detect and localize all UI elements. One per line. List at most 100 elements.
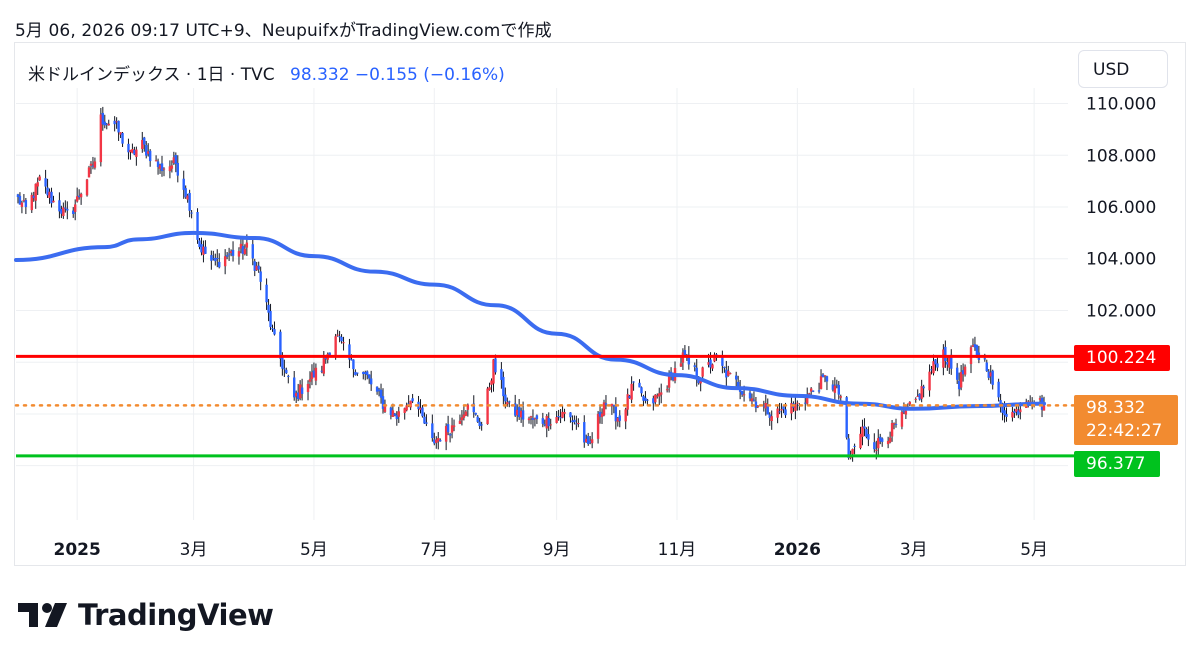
candle-up	[780, 409, 783, 411]
candle-down	[957, 380, 961, 390]
candle-down	[587, 436, 590, 445]
candle-up	[877, 438, 880, 449]
candle-up	[679, 363, 683, 367]
candle-down	[863, 426, 866, 429]
candle-down	[50, 191, 53, 204]
candle-down	[393, 413, 397, 416]
candle-down	[762, 405, 766, 407]
candle-down	[944, 346, 947, 362]
candle-up	[527, 418, 531, 421]
candle-up	[444, 426, 448, 442]
candle-down	[160, 163, 164, 172]
candle-down	[66, 208, 69, 211]
candle-up	[713, 354, 716, 362]
candle-down	[216, 257, 219, 259]
candle-up	[711, 364, 714, 369]
candle-up	[223, 256, 227, 267]
candle-down	[16, 194, 20, 198]
candle-down	[283, 368, 286, 370]
candle-up	[310, 372, 314, 379]
candle-down	[573, 419, 576, 423]
candle-down	[865, 429, 868, 437]
candle-down	[494, 358, 497, 373]
tradingview-logo[interactable]: TradingView	[18, 598, 274, 632]
candle-up	[914, 398, 917, 400]
candle-down	[936, 363, 939, 368]
candle-up	[859, 433, 862, 449]
x-tick-label: 5月	[1020, 540, 1048, 560]
x-tick-label: 5月	[300, 540, 328, 560]
candle-up	[900, 411, 904, 427]
candle-up	[202, 246, 205, 255]
candle-down	[44, 178, 47, 187]
candle-down	[91, 165, 95, 167]
candle-up	[809, 388, 813, 392]
candle-up	[308, 379, 312, 382]
candle-down	[961, 370, 965, 375]
candle-down	[281, 357, 284, 369]
candle-up	[823, 375, 827, 377]
candle-down	[618, 415, 621, 421]
candle-down	[478, 421, 481, 427]
candle-up	[435, 439, 438, 443]
candle-up	[1042, 405, 1046, 411]
candle-up	[861, 426, 864, 437]
x-axis-labels: 2025 3月 5月 7月 9月 11月 2026 3月 5月	[54, 540, 1049, 560]
candle-up	[409, 400, 412, 408]
candle-up	[658, 393, 661, 397]
candle-down	[517, 407, 521, 418]
candle-down	[644, 397, 647, 401]
support-price-tag: 96.377	[1074, 451, 1160, 477]
candle-up	[904, 410, 908, 415]
candle-up	[52, 200, 55, 203]
candle-down	[946, 361, 949, 365]
candle-up	[172, 157, 176, 163]
candle-up	[488, 387, 491, 390]
candle-up	[764, 402, 767, 409]
candle-up	[555, 416, 558, 423]
candle-up	[1038, 398, 1042, 400]
candle-down	[985, 362, 988, 372]
candle-up	[237, 251, 241, 257]
candle-up	[342, 342, 345, 344]
moving-average-line	[14, 230, 1046, 411]
candle-down	[725, 369, 728, 378]
candle-down	[575, 423, 578, 425]
candle-up	[590, 439, 594, 444]
candle-up	[131, 148, 134, 154]
candle-up	[600, 413, 604, 417]
candle-up	[928, 371, 931, 391]
candle-down	[188, 192, 191, 211]
candle-down	[902, 411, 906, 413]
candle-down	[642, 396, 645, 401]
candle-up	[154, 160, 158, 162]
candle-up	[654, 394, 657, 403]
candle-down	[72, 210, 75, 215]
candle-up	[630, 383, 633, 400]
grid-lines	[16, 88, 1068, 520]
candle-up	[462, 414, 466, 418]
candle-down	[514, 403, 517, 416]
candle-down	[60, 209, 63, 214]
candle-down	[407, 403, 410, 405]
candle-down	[204, 246, 207, 254]
candle-down	[176, 162, 179, 176]
last-price-tag: 98.332 22:42:27	[1074, 395, 1178, 445]
candle-down	[58, 200, 61, 212]
candle-up	[1011, 411, 1014, 418]
candle-down	[922, 386, 925, 389]
candle-up	[245, 242, 249, 248]
candle-down	[683, 350, 687, 357]
candle-up	[73, 204, 77, 212]
currency-button[interactable]: USD	[1078, 50, 1168, 88]
candle-down	[133, 149, 136, 155]
candle-up	[626, 394, 629, 410]
candle-down	[474, 412, 477, 415]
y-tick-label: 106.000	[1086, 198, 1156, 218]
candle-down	[145, 144, 148, 156]
candle-down	[950, 354, 953, 369]
candle-down	[693, 365, 696, 368]
candle-down	[273, 329, 276, 335]
candle-up	[492, 359, 495, 384]
